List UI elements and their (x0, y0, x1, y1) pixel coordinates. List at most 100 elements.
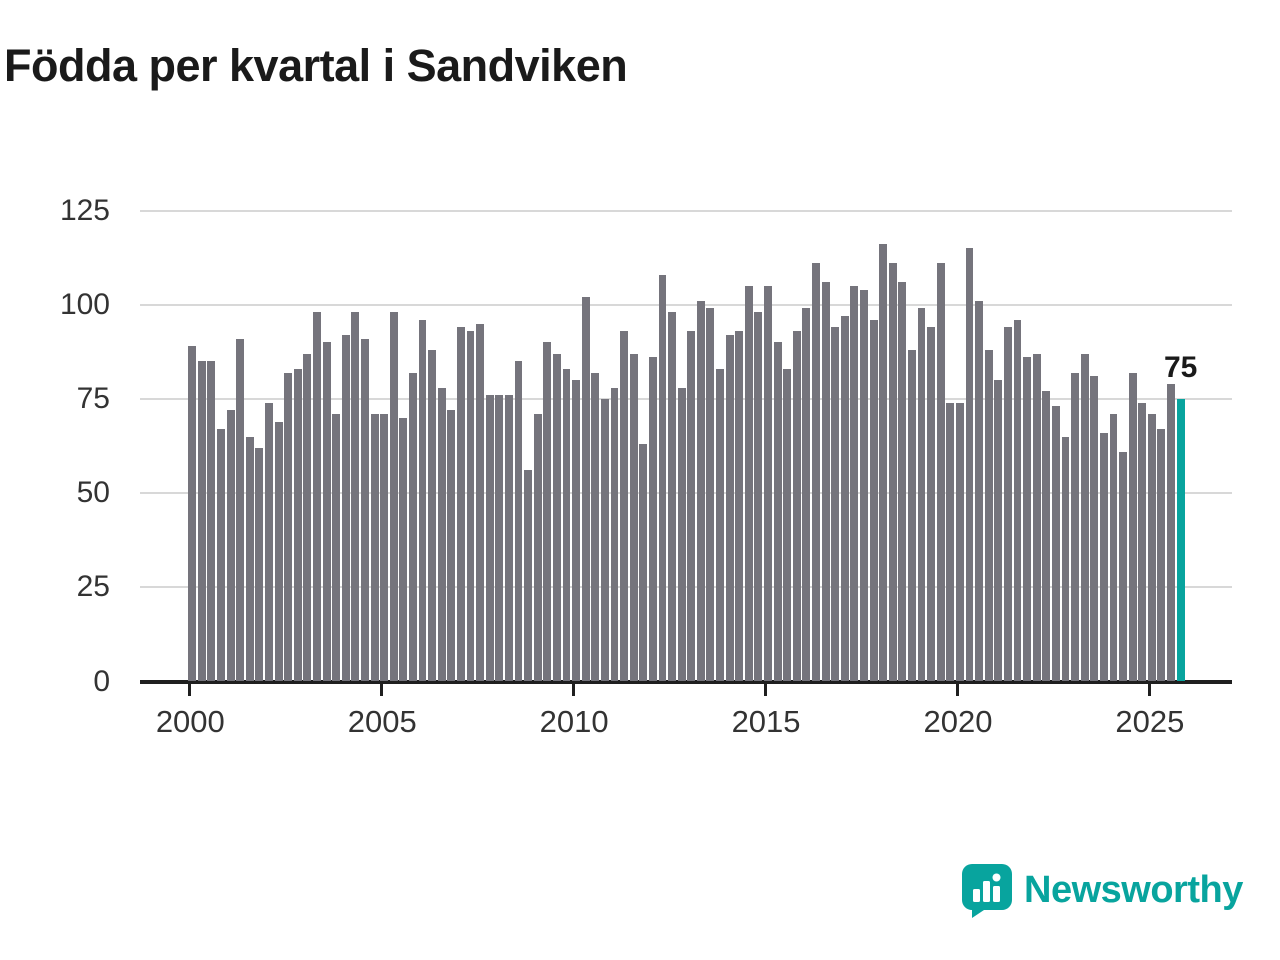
bar-quarter (927, 327, 936, 682)
bar-quarter (456, 327, 465, 682)
bar-quarter (898, 282, 907, 682)
bar-quarter (946, 402, 955, 682)
bar-quarter (994, 380, 1003, 682)
bar-quarter (917, 308, 926, 682)
bar-quarter (869, 319, 878, 682)
bar-quarter (437, 387, 446, 682)
latest-value-label: 75 (1163, 350, 1198, 384)
x-axis-tick-label: 2025 (1115, 703, 1185, 739)
bar-quarter (409, 372, 417, 682)
bar-quarter (303, 353, 312, 682)
bar-quarter (322, 342, 331, 682)
bar-quarter (725, 334, 734, 682)
bar-quarter (629, 353, 638, 682)
bar-quarter (351, 312, 360, 682)
bar-quarter (495, 395, 504, 682)
bar-quarter (428, 349, 437, 682)
x-axis-tick-label: 2000 (155, 703, 225, 739)
bar-quarter (908, 349, 916, 682)
bar-quarter (399, 417, 408, 682)
bar-quarter (1032, 353, 1041, 682)
y-gridline (140, 397, 1232, 400)
bar-quarter (380, 413, 389, 682)
bar-quarter (524, 470, 533, 682)
bar-quarter (562, 368, 571, 682)
bar-quarter (341, 334, 350, 682)
bar-quarter (677, 387, 686, 682)
bar-quarter (361, 338, 369, 682)
y-gridline (140, 492, 1232, 495)
x-axis-tick-mark (955, 683, 959, 696)
bar-highlighted-quarter (1176, 398, 1185, 682)
bar-quarter (245, 436, 254, 682)
bar-quarter (1051, 406, 1060, 682)
bar-quarter (888, 263, 897, 682)
x-axis-tick-mark (1147, 683, 1151, 696)
x-axis-tick-mark (380, 683, 384, 696)
bar-quarter (504, 395, 513, 682)
x-axis-tick-label: 2005 (347, 703, 417, 739)
bar-quarter (1090, 376, 1099, 682)
bar-quarter (217, 429, 225, 682)
x-axis-tick-label: 2010 (539, 703, 609, 739)
bar-quarter (965, 248, 974, 682)
bar-quarter (850, 285, 859, 682)
y-axis-tick-label: 25 (76, 570, 110, 604)
bar-quarter (293, 368, 302, 682)
bar-quarter (207, 361, 216, 682)
bar-quarter (1042, 391, 1051, 682)
bar-quarter (648, 357, 657, 682)
bar-quarter (1167, 383, 1175, 682)
x-axis-tick-label: 2020 (923, 703, 993, 739)
bar-quarter (773, 342, 782, 682)
bar-quarter (236, 338, 245, 682)
bar-quarter (668, 312, 676, 682)
x-axis-tick-mark (764, 683, 768, 696)
y-gridline (140, 303, 1232, 306)
bar-quarter (1099, 432, 1108, 682)
bar-quarter (754, 312, 763, 682)
bar-quarter (1023, 357, 1032, 682)
chart-title: Födda per kvartal i Sandviken (4, 40, 628, 91)
bar-quarter (418, 319, 427, 682)
bar-quarter (572, 380, 581, 682)
bar-quarter (1128, 372, 1137, 682)
brand-footer: Newsworthy (958, 862, 1243, 918)
bar-quarter (600, 398, 609, 682)
bar-quarter (658, 274, 667, 682)
bar-quarter (581, 297, 590, 682)
bar-quarter (1119, 451, 1127, 682)
y-gridline (140, 209, 1232, 212)
bar-quarter (255, 447, 264, 682)
x-axis-line (140, 679, 1232, 684)
bar-quarter (812, 263, 820, 682)
bar-quarter (706, 308, 715, 682)
bar-quarter (370, 413, 379, 682)
bar-quarter (879, 244, 888, 682)
bar-quarter (514, 361, 523, 682)
bar-quarter (716, 368, 724, 682)
bar-quarter (1003, 327, 1012, 682)
y-axis-tick-label: 125 (59, 193, 110, 227)
brand-name: Newsworthy (1024, 868, 1243, 911)
bar-quarter (783, 368, 792, 682)
bar-quarter (332, 413, 341, 682)
bar-quarter (1109, 413, 1118, 682)
bar-quarter (1147, 413, 1156, 682)
x-axis-tick-label: 2015 (731, 703, 801, 739)
bar-quarter (284, 372, 293, 682)
bar-quarter (197, 361, 206, 682)
bar-quarter (1138, 402, 1147, 682)
bar-quarter (466, 331, 475, 682)
bar-quarter (476, 323, 485, 682)
bar-quarter (696, 300, 705, 682)
y-axis-tick-label: 75 (76, 381, 110, 415)
x-axis-tick-mark (188, 683, 192, 696)
bar-quarter (591, 372, 600, 682)
newsworthy-logo-icon (962, 864, 1012, 918)
bar-quarter (610, 387, 619, 682)
bar-quarter (389, 312, 398, 682)
bar-quarter (802, 308, 811, 682)
